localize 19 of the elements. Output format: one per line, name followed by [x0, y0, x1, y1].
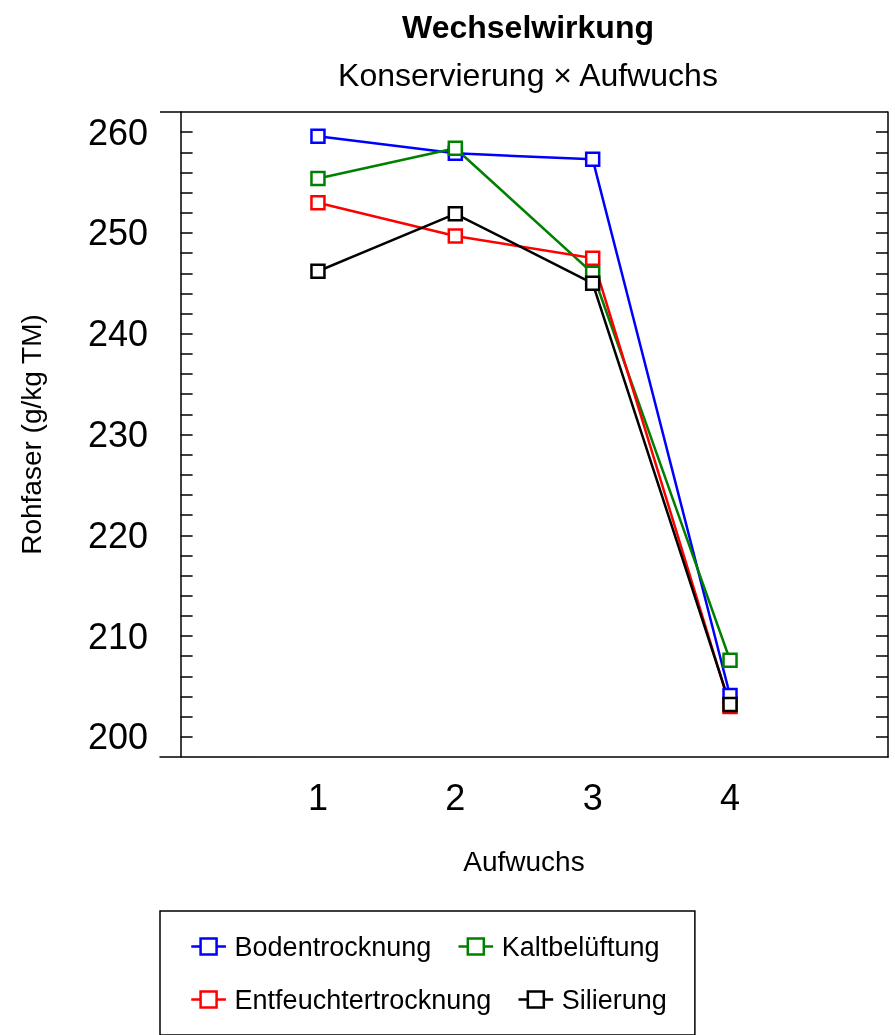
x-tick-label: 4 [720, 776, 741, 818]
y-tick-label: 240 [87, 313, 148, 355]
x-axis-title: Aufwuchs [463, 845, 585, 877]
x-tick-label: 1 [307, 776, 328, 818]
y-tick-label: 200 [87, 716, 148, 758]
y-tick-label: 210 [87, 615, 148, 657]
y-tick-label: 230 [87, 414, 148, 455]
x-tick-label: 3 [582, 776, 603, 818]
legend-label: Entfeuchtertrocknung [234, 984, 492, 1015]
y-axis-title: Rohfaser (g/kg TM) [15, 314, 47, 555]
y-tick-label: 250 [87, 212, 148, 254]
legend-label: Silierung [561, 984, 667, 1015]
chart-title: Wechselwirkung [402, 9, 654, 45]
y-tick-label: 220 [87, 514, 148, 556]
chart-subtitle: Konservierung × Aufwuchs [338, 57, 718, 93]
legend-label: Bodentrocknung [234, 931, 432, 962]
legend-label: Kaltbelüftung [501, 931, 660, 962]
y-tick-label: 260 [87, 111, 148, 153]
x-tick-label: 2 [445, 776, 466, 818]
